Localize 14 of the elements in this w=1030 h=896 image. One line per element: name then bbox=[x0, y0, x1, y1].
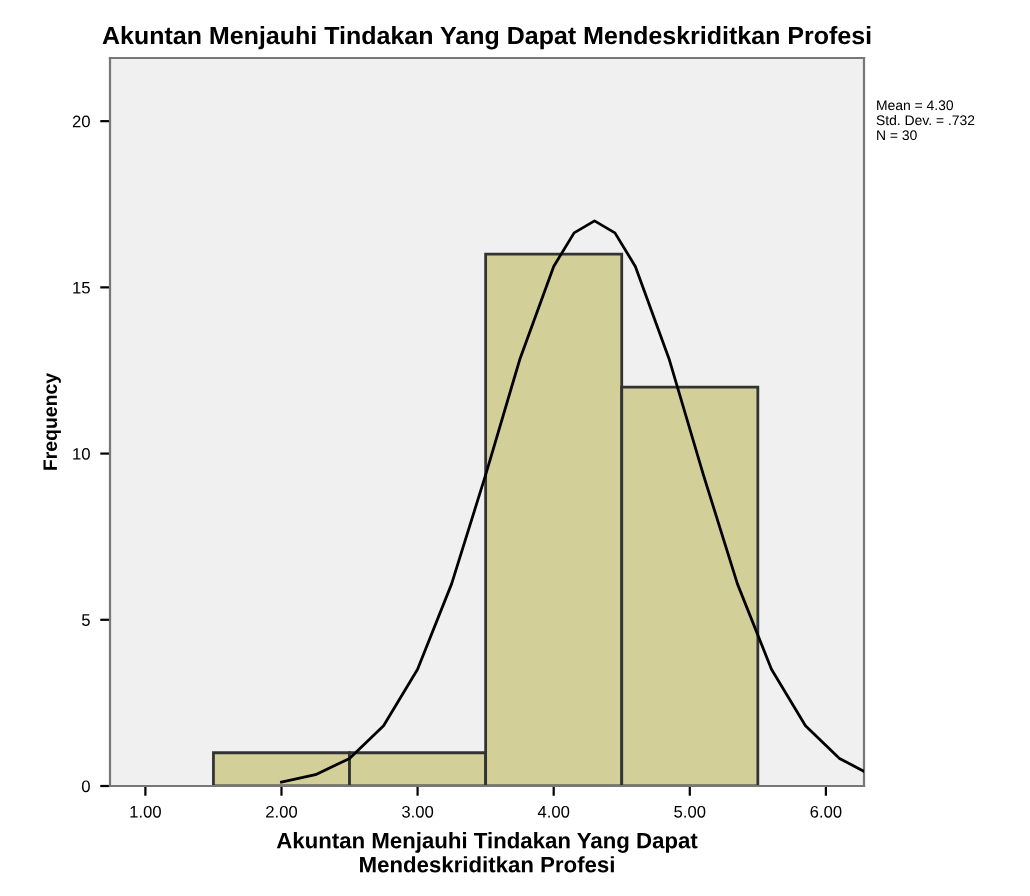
y-tick-label: 15 bbox=[73, 281, 90, 294]
x-tick-label: 4.00 bbox=[537, 805, 570, 818]
y-tick-label: 0 bbox=[81, 780, 90, 793]
chart-title: Akuntan Menjauhi Tindakan Yang Dapat Mendeskriditkan Profesi bbox=[102, 25, 871, 50]
x-tick-label: 1.00 bbox=[130, 805, 161, 818]
x-tick-label: 6.00 bbox=[810, 805, 842, 818]
y-axis-title: Frequency bbox=[43, 372, 61, 470]
x-axis-title: Akuntan Menjauhi Tindakan Yang Dapat Mendeskriditkan Profesi bbox=[276, 832, 698, 873]
y-tick-label: 10 bbox=[73, 447, 90, 460]
y-tick-label: 5 bbox=[81, 614, 90, 626]
y-tick-label: 20 bbox=[72, 115, 90, 128]
x-tick-label: 3.00 bbox=[402, 805, 434, 818]
x-tick-label: 2.00 bbox=[266, 805, 298, 818]
x-tick-label: 5.00 bbox=[674, 805, 706, 818]
